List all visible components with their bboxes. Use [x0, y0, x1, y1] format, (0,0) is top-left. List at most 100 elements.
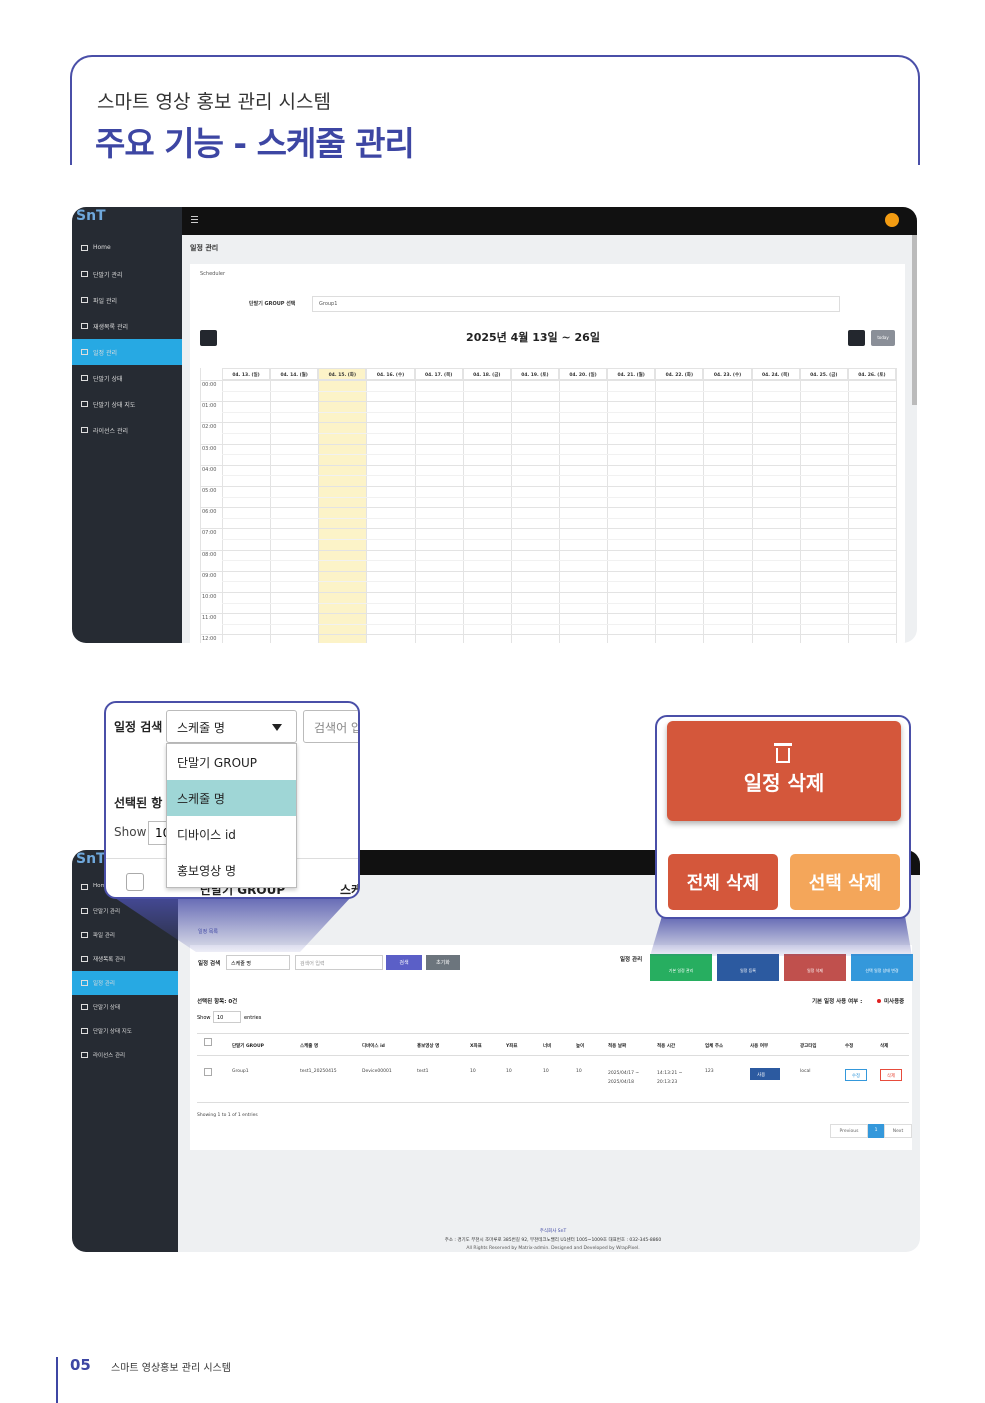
topbar	[182, 207, 917, 235]
usage-label: 기본 일정 사용 여부 :	[812, 999, 863, 1005]
row-rule	[197, 1102, 909, 1103]
trash-body	[776, 748, 790, 763]
search-input: 검색어 입력	[295, 955, 383, 970]
cell: Group1	[232, 1069, 249, 1074]
menu-item: Home	[93, 883, 110, 889]
menu-icon	[81, 980, 88, 986]
cell: 10	[576, 1069, 582, 1074]
grid-half	[222, 475, 896, 477]
delete-text: 일정 삭제	[743, 771, 825, 795]
subtitle: 스마트 영상 홍보 관리 시스템	[97, 91, 331, 113]
header-checkbox	[126, 873, 144, 891]
page-title: 일정 관리	[190, 244, 219, 252]
time-label: 12:00	[202, 636, 217, 643]
hamburger	[191, 216, 198, 217]
grid-column	[751, 368, 753, 643]
search-label: 일정 검색	[198, 961, 221, 967]
time-label: 07:00	[202, 530, 217, 537]
action-button: 선택 일정 상태 변경	[851, 954, 913, 981]
dropdown-option: 홍보영상 명	[177, 864, 237, 878]
menu-item: 단말기 상태 지도	[93, 1029, 132, 1035]
grid-column	[462, 368, 464, 643]
column-header: 삭제	[880, 1044, 889, 1049]
usage-value: 미사용중	[884, 999, 905, 1005]
row-checkbox	[204, 1068, 212, 1076]
grid-column	[366, 368, 368, 643]
search-select: 스케줄 명	[166, 710, 297, 743]
grid-row	[200, 634, 896, 636]
header-checkbox	[204, 1038, 212, 1046]
grid-half	[222, 623, 896, 625]
menu-icon	[81, 271, 88, 277]
menu-icon	[81, 1004, 88, 1010]
grid-column	[703, 368, 705, 643]
grid-row	[200, 443, 896, 445]
delete-zoom: 일정 삭제 전체 삭제 선택 삭제	[655, 715, 911, 919]
grid-row	[200, 422, 896, 424]
column-header: 너비	[543, 1044, 552, 1049]
menu-active	[72, 971, 178, 995]
menu-item: 단말기 관리	[93, 272, 123, 279]
column-header: 적용 날짜	[608, 1044, 627, 1049]
menu-item: 재생목록 관리	[93, 324, 129, 331]
column-header: 스케줄 명	[300, 1044, 319, 1049]
company: 주식회사 SnT	[539, 1229, 567, 1234]
page-number: 05	[70, 1356, 91, 1374]
next-button	[848, 330, 865, 346]
header-frame	[70, 55, 920, 165]
menu-item: 단말기 상태 지도	[93, 402, 136, 409]
time-label: 08:00	[202, 551, 217, 558]
grid-column	[607, 368, 609, 643]
cell: 10	[470, 1069, 476, 1074]
menu-icon	[81, 1028, 88, 1034]
grid-column	[318, 368, 320, 643]
menu-item: 단말기 관리	[93, 909, 121, 915]
time-label: 00:00	[202, 382, 217, 388]
dropdown-option: 디바이스 id	[177, 828, 236, 842]
column-header: Y좌표	[506, 1044, 518, 1049]
action-button: 일정 등록	[717, 954, 779, 981]
breadcrumb: Scheduler	[200, 271, 226, 277]
manage-label: 일정 관리	[620, 957, 643, 963]
cell: 10	[506, 1069, 512, 1074]
scrollbar	[912, 235, 917, 405]
cell: 2025/04/17 ~ 2025/04/18	[608, 1071, 640, 1085]
menu-item: Home	[93, 244, 111, 251]
column-header: 디바이스 id	[362, 1044, 385, 1049]
cell: 10	[543, 1069, 549, 1074]
time-label: 11:00	[202, 615, 217, 622]
menu-item: 파일 관리	[93, 933, 115, 939]
highlight-column	[318, 368, 367, 643]
grid-column	[655, 368, 657, 643]
time-label: 01:00	[202, 403, 217, 410]
menu-icon	[81, 297, 88, 303]
delete-all-button: 전체 삭제	[668, 854, 778, 910]
grid-half	[222, 496, 896, 498]
time-label: 09:00	[202, 572, 217, 579]
hamburger	[191, 222, 198, 223]
show-label: Show	[114, 825, 147, 839]
menu-icon	[81, 1052, 88, 1058]
title: 주요 기능 - 스케줄 관리	[95, 124, 415, 163]
grid-half	[222, 390, 896, 392]
grid-row	[200, 549, 896, 551]
today-button: today	[871, 330, 895, 346]
menu-icon	[81, 349, 88, 355]
prev-button	[200, 330, 217, 346]
search-input: 검색어 입	[303, 710, 358, 743]
usage-badge: 사용	[750, 1068, 780, 1080]
column-header: 단말기 GROUP	[232, 1044, 264, 1049]
show-label: Show	[197, 1015, 211, 1021]
schedule-screenshot: SnT Home 단말기 관리 파일 관리 재생목록 관리 일정 관리 단말기 상태 단말기 …	[72, 207, 917, 643]
cell: test1_20250415	[300, 1069, 337, 1074]
time-label: 06:00	[202, 509, 217, 516]
menu-icon	[81, 884, 88, 890]
cell: 14:13:21 ~ 20:13:23	[657, 1071, 683, 1085]
grid-row	[200, 613, 896, 615]
menu-item: 라이선스 관리	[93, 1053, 126, 1059]
show-select: 10	[213, 1011, 241, 1023]
footer-rule	[56, 1357, 58, 1403]
menu-icon	[81, 375, 88, 381]
grid-column	[559, 368, 560, 643]
dropdown-option: 단말기 GROUP	[177, 756, 258, 770]
